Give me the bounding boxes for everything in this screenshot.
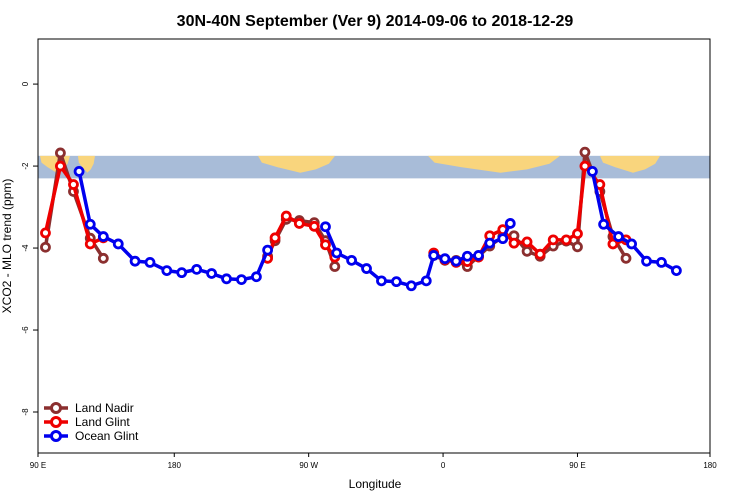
data-point-land-glint [293, 218, 305, 229]
legend-marker-land-nadir [50, 402, 62, 414]
legend-marker-land-glint [50, 416, 62, 428]
data-point-land-nadir [97, 252, 109, 264]
data-point-ocean-glint [346, 254, 358, 266]
y-tick-label: 0 [21, 81, 30, 86]
map-land [600, 155, 660, 173]
map-land [258, 155, 335, 173]
data-point-ocean-glint [73, 165, 85, 177]
legend-item-ocean-glint: Ocean Glint [44, 429, 139, 443]
x-tick-label: 90 E [569, 461, 585, 470]
data-point-land-glint [40, 227, 51, 239]
series-layer [40, 146, 682, 292]
y-tick-label: -6 [21, 326, 30, 334]
data-point-land-glint [534, 248, 546, 260]
data-point-land-glint [269, 232, 281, 244]
data-point-ocean-glint [473, 250, 484, 261]
data-point-ocean-glint [236, 274, 247, 286]
x-tick-label: 180 [168, 461, 182, 470]
data-point-ocean-glint [390, 276, 402, 288]
data-point-ocean-glint [504, 218, 516, 229]
series-line-ocean-glint [323, 222, 512, 288]
data-point-ocean-glint [420, 275, 432, 287]
map-land [428, 155, 560, 173]
data-point-ocean-glint [250, 271, 262, 283]
data-point-ocean-glint [656, 256, 667, 268]
data-point-ocean-glint [626, 238, 637, 250]
data-point-ocean-glint [331, 247, 343, 259]
legend-label-land-glint: Land Glint [75, 415, 130, 429]
legend-label-ocean-glint: Ocean Glint [75, 429, 139, 443]
data-point-land-glint [560, 234, 572, 246]
x-tick-label: 90 W [299, 461, 318, 470]
data-point-land-glint [607, 238, 619, 250]
data-point-ocean-glint [484, 237, 496, 249]
data-point-land-glint [308, 220, 320, 232]
data-point-land-nadir [620, 252, 632, 264]
y-axis-label: XCO2 - MLO trend (ppm) [0, 179, 14, 314]
series-ocean-glint [73, 165, 682, 292]
map-land [78, 155, 95, 173]
data-point-land-glint [572, 228, 583, 240]
data-point-ocean-glint [450, 255, 462, 267]
data-point-ocean-glint [598, 218, 609, 230]
legend-label-land-nadir: Land Nadir [75, 401, 134, 415]
data-point-ocean-glint [320, 221, 331, 233]
data-point-land-glint [547, 234, 559, 246]
plot-frame [37, 38, 711, 454]
data-point-land-nadir [572, 241, 583, 253]
x-axis-label: Longitude [349, 477, 402, 491]
data-point-ocean-glint [161, 265, 173, 276]
data-point-land-glint [280, 210, 292, 222]
data-point-ocean-glint [176, 267, 188, 279]
y-tick-label: -4 [21, 244, 30, 252]
data-point-ocean-glint [376, 275, 387, 287]
x-axis: 90 E 180 90 W 0 90 E 180 [30, 453, 717, 470]
y-axis: 0 -2 -4 -6 -8 [21, 81, 38, 416]
data-point-ocean-glint [613, 231, 624, 242]
data-point-ocean-glint [405, 280, 417, 292]
data-point-ocean-glint [129, 255, 141, 267]
data-point-land-nadir [55, 147, 66, 159]
data-point-ocean-glint [144, 256, 156, 268]
legend-item-land-glint: Land Glint [44, 415, 130, 429]
x-tick-label: 90 E [30, 461, 46, 470]
data-point-ocean-glint [112, 238, 124, 250]
data-point-land-nadir [579, 146, 591, 158]
data-point-land-glint [521, 236, 533, 248]
x-tick-label: 180 [703, 461, 717, 470]
data-point-land-glint [68, 179, 79, 190]
data-point-land-glint [84, 238, 96, 250]
y-tick-label: -8 [21, 408, 30, 416]
data-point-ocean-glint [84, 218, 96, 230]
data-point-ocean-glint [97, 231, 109, 242]
data-point-land-nadir [521, 245, 533, 257]
data-point-ocean-glint [641, 255, 652, 267]
data-point-land-glint [320, 239, 331, 251]
data-point-land-glint [55, 160, 66, 172]
data-point-land-glint [508, 237, 520, 249]
legend-item-land-nadir: Land Nadir [44, 401, 134, 415]
data-point-ocean-glint [497, 233, 509, 245]
data-point-land-glint [579, 160, 591, 172]
data-point-ocean-glint [206, 268, 218, 279]
data-point-land-nadir [329, 261, 341, 272]
legend-marker-ocean-glint [50, 430, 62, 442]
data-point-ocean-glint [361, 263, 372, 274]
data-point-ocean-glint [439, 253, 451, 265]
data-point-ocean-glint [191, 263, 203, 275]
data-point-land-nadir [40, 241, 51, 253]
data-point-ocean-glint [587, 165, 598, 177]
data-point-ocean-glint [428, 250, 440, 261]
map-strip [38, 155, 710, 179]
data-point-ocean-glint [262, 244, 274, 256]
chart-title: 30N-40N September (Ver 9) 2014-09-06 to … [177, 13, 574, 30]
data-point-ocean-glint [461, 250, 473, 262]
data-point-ocean-glint [671, 265, 682, 276]
y-tick-label: -2 [21, 162, 30, 170]
x-tick-label: 0 [441, 461, 446, 470]
data-point-ocean-glint [221, 273, 232, 285]
legend: Land Nadir Land Glint Ocean Glint [44, 401, 139, 443]
series-line-ocean-glint [77, 171, 270, 282]
